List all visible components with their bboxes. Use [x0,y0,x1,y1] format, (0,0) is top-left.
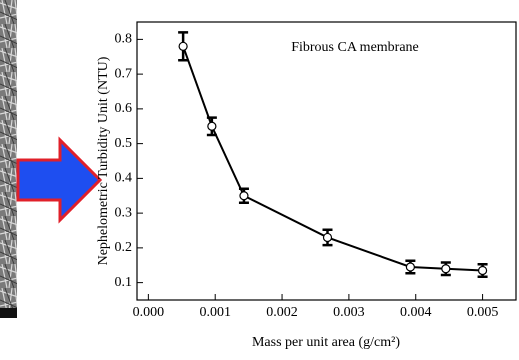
x-tick-label: 0.002 [266,305,298,320]
sem-image [0,0,17,318]
x-tick-label: 0.003 [333,305,365,320]
data-point [208,122,216,130]
y-tick-label: 0.6 [115,101,133,116]
sem-scalebar [0,308,17,318]
data-point [442,265,450,273]
x-tick-label: 0.005 [467,305,499,320]
x-axis-label: Mass per unit area (g/cm²) [252,335,400,350]
page: {"chart_data": {"type": "line", "annotat… [0,0,519,355]
y-tick-label: 0.5 [115,136,133,151]
y-tick-label: 0.2 [115,240,133,255]
plot-frame [137,22,516,300]
data-point [179,42,187,50]
figure: Fibrous CA membrane Mass per unit area (… [0,0,519,355]
arrow [18,140,100,220]
y-axis-label: Nephelometric Turbidity Unit (NTU) [96,56,111,265]
data-point [406,263,414,271]
data-line [183,46,482,270]
x-tick-label: 0.004 [400,305,432,320]
y-tick-label: 0.4 [115,171,133,186]
y-tick-label: 0.8 [115,32,133,47]
x-tick-label: 0.001 [199,305,231,320]
data-point [479,266,487,274]
y-tick-label: 0.3 [115,205,133,220]
y-tick-label: 0.1 [115,275,133,290]
annotation: Fibrous CA membrane [291,40,419,55]
data-point [324,233,332,241]
y-tick-label: 0.7 [115,66,133,81]
x-tick-label: 0.000 [133,305,165,320]
data-point [240,192,248,200]
